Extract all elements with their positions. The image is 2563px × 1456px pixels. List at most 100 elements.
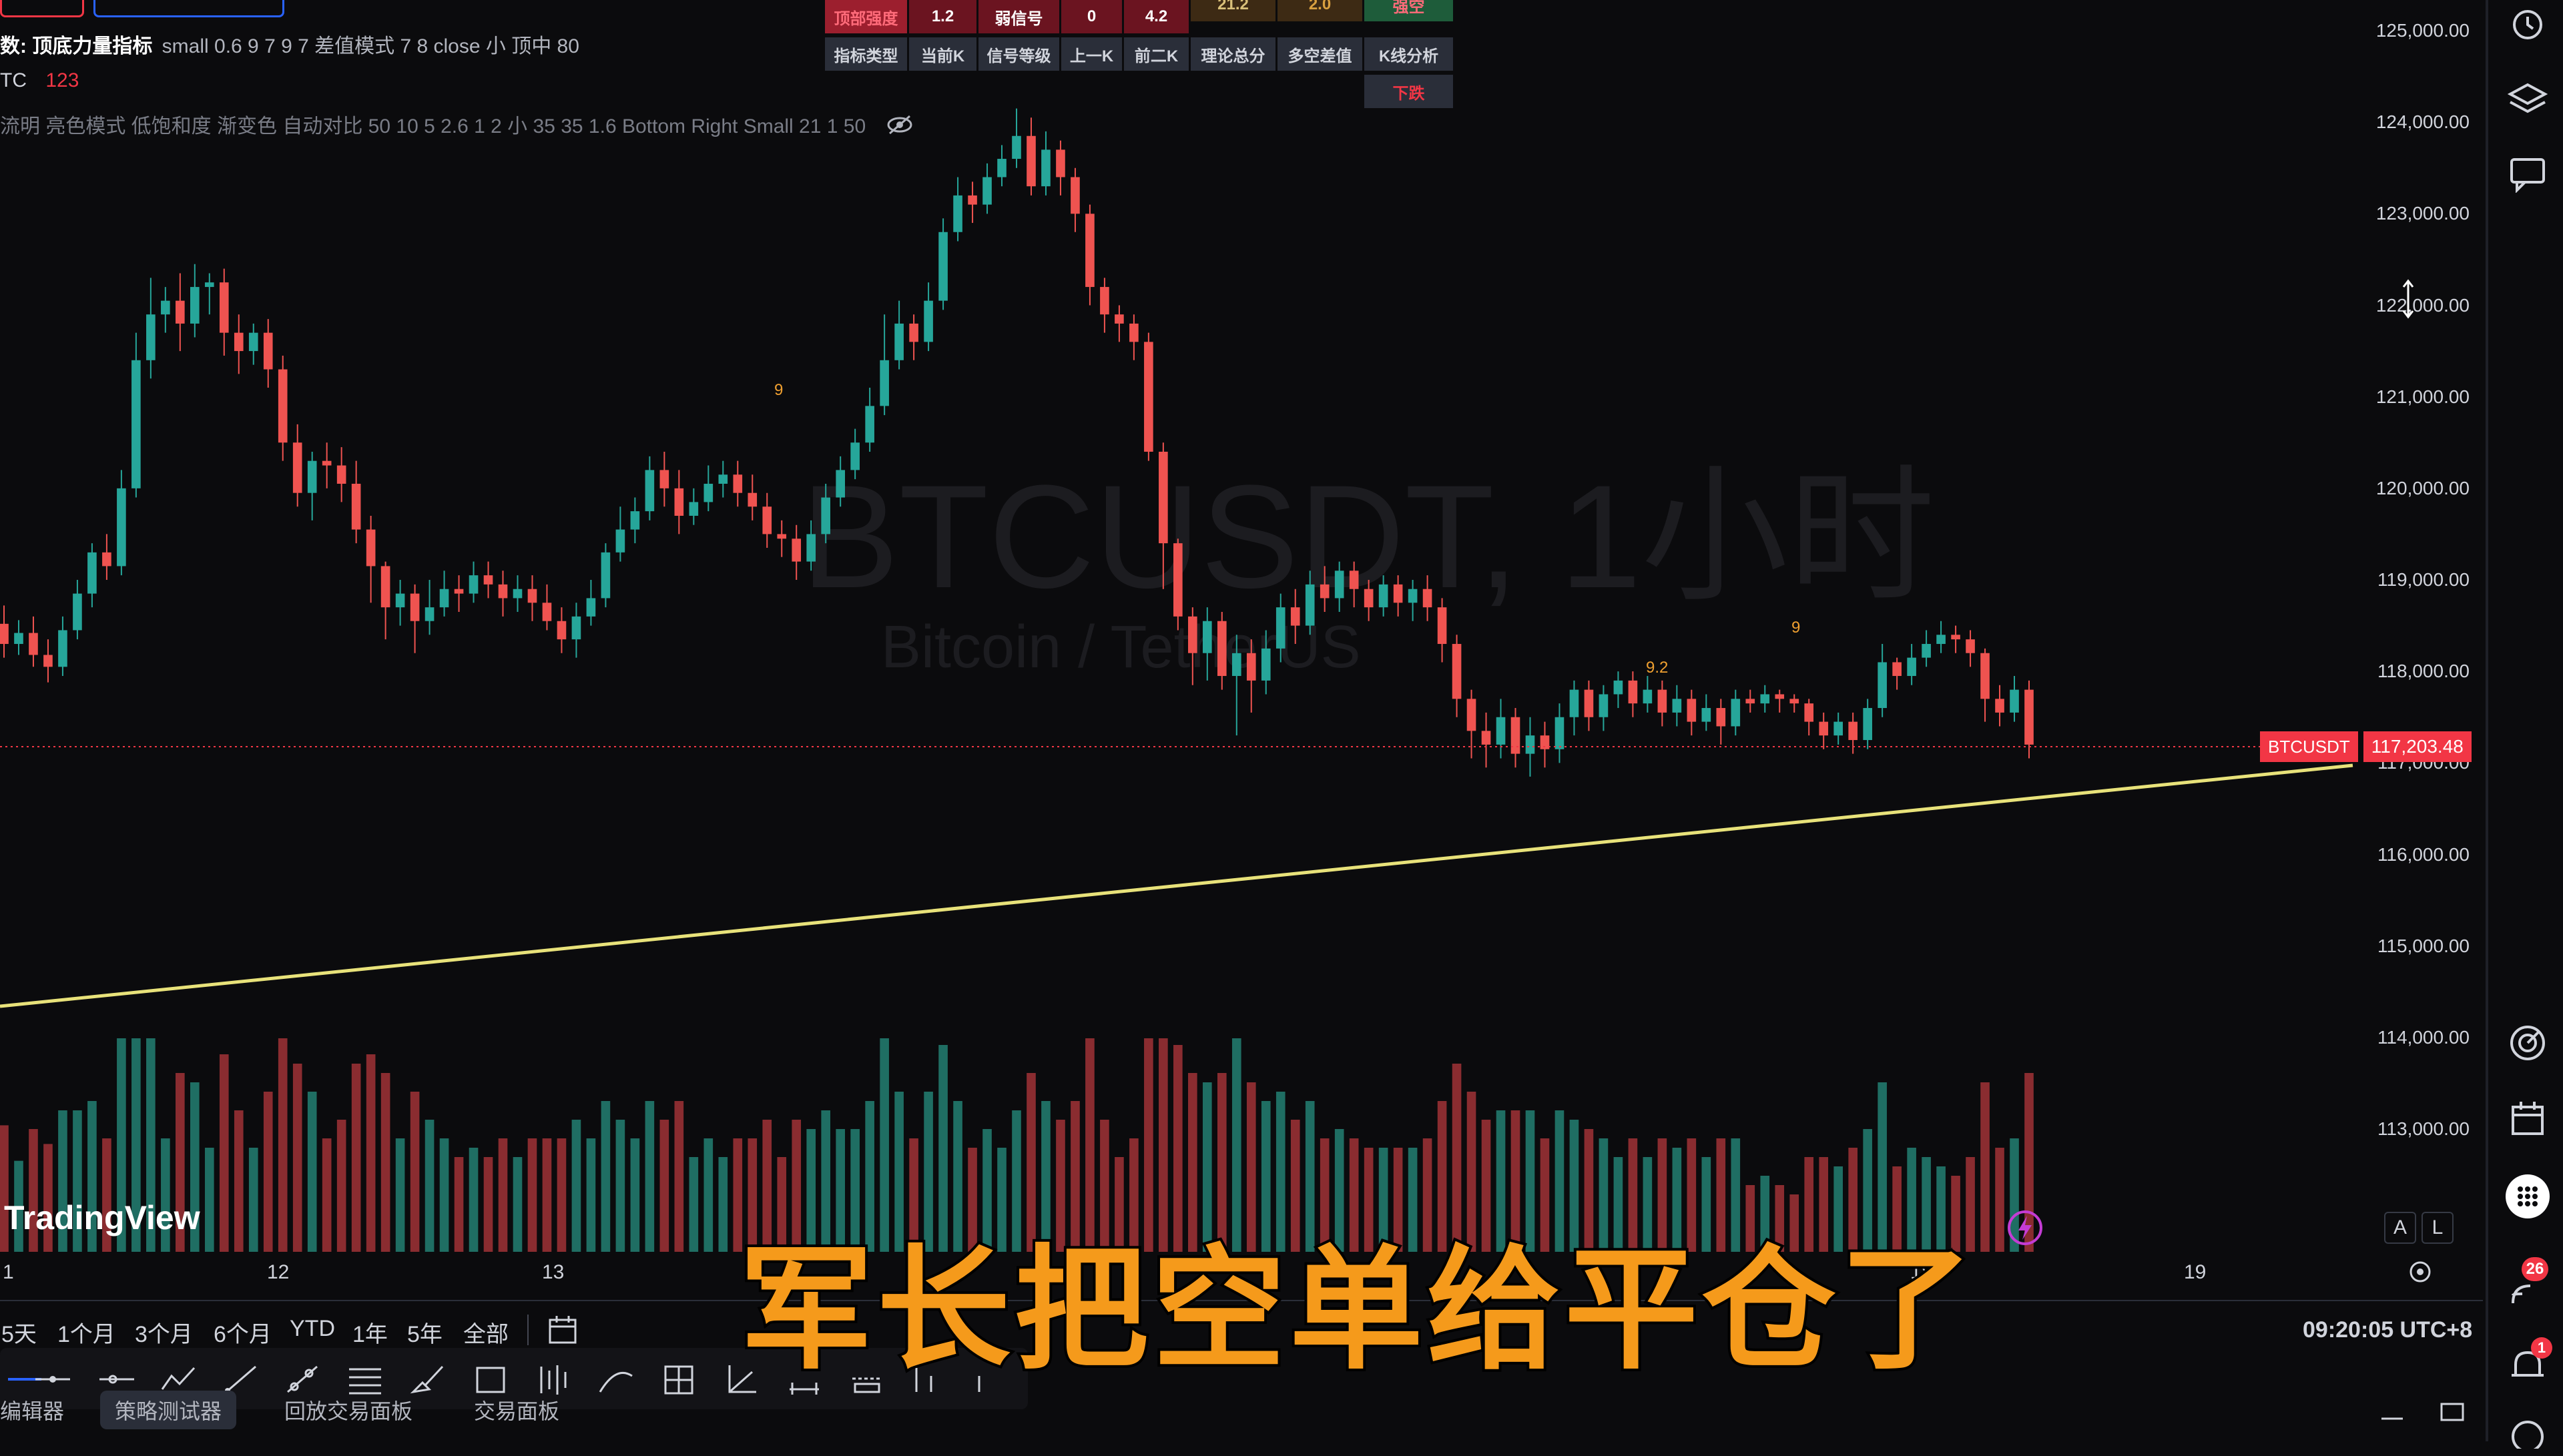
tab-replay-panel[interactable]: 回放交易面板 (284, 1399, 413, 1423)
candle-body (43, 655, 53, 667)
sell-button[interactable] (0, 0, 84, 17)
horizontal-ray-tool-icon[interactable] (93, 1356, 140, 1403)
candle-body (762, 506, 772, 534)
more-tools-icon[interactable] (956, 1356, 1003, 1403)
time-axis-settings-icon[interactable] (2407, 1258, 2434, 1285)
volume-bar (1819, 1157, 1829, 1252)
path-tool-icon[interactable] (155, 1356, 202, 1403)
candle-body (1833, 721, 1843, 736)
current-price-label: 117,203.48 (2363, 731, 2472, 762)
layers-icon[interactable] (2504, 75, 2551, 121)
volume-bar (190, 1082, 200, 1252)
candle-body (542, 603, 552, 621)
parallel-lines-tool-icon[interactable] (342, 1356, 388, 1403)
clock[interactable]: 09:20:05 UTC+8 (2303, 1317, 2473, 1343)
grid-tool-icon[interactable] (655, 1356, 702, 1403)
volume-bar (806, 1129, 816, 1252)
volume-bar (263, 1092, 273, 1252)
ray-tool-icon[interactable] (279, 1356, 326, 1403)
range-all[interactable]: 全部 (463, 1322, 509, 1347)
bell-icon[interactable] (2504, 1343, 2551, 1389)
volume-bar (1452, 1064, 1462, 1252)
candle-body (131, 360, 141, 488)
volume-bar (161, 1138, 170, 1252)
log-scale-button[interactable]: L (2422, 1212, 2454, 1244)
volume-bar (997, 1148, 1007, 1252)
buy-button[interactable] (93, 0, 284, 17)
alarm-clock-icon[interactable] (2504, 0, 2551, 47)
volume-bar (674, 1101, 684, 1252)
feed-icon[interactable] (2504, 1266, 2551, 1313)
signal-header-level: 信号等级 (978, 37, 1061, 71)
candle-body (601, 552, 611, 599)
volume-bar (1892, 1166, 1902, 1252)
horizontal-line-tool-icon[interactable] (29, 1356, 76, 1403)
candle-body (351, 483, 361, 530)
price-axis-label: 118,000.00 (2377, 661, 2470, 682)
volume-bar (1408, 1148, 1418, 1252)
volume-bar (527, 1138, 537, 1252)
projection-tool-icon[interactable] (844, 1356, 890, 1403)
curve-tool-icon[interactable] (593, 1356, 639, 1403)
candle-body (997, 159, 1007, 177)
candle-body (1731, 699, 1741, 727)
candle-body (1188, 616, 1197, 653)
volume-bar (1584, 1129, 1594, 1252)
candle-body (1745, 699, 1755, 704)
volume-bar (1789, 1194, 1799, 1252)
candle-body (1701, 708, 1711, 722)
range-6m[interactable]: 6个月 (214, 1322, 272, 1347)
volume-bar (336, 1120, 346, 1252)
candle-body (1071, 177, 1080, 214)
tradingview-logo[interactable]: TradingView (4, 1199, 200, 1236)
signal-trend-down: 下跌 (1364, 75, 1455, 108)
tab-trading-panel[interactable]: 交易面板 (474, 1399, 560, 1423)
candle-body (1569, 689, 1579, 717)
candle-body (1261, 648, 1271, 681)
pin-tool-icon[interactable] (902, 1356, 949, 1403)
tab-strategy-tester[interactable]: 策略测试器 (100, 1391, 237, 1429)
help-icon[interactable] (2504, 1409, 2551, 1456)
candle-body (894, 323, 904, 360)
trendline[interactable] (0, 763, 2353, 1008)
angle-tool-icon[interactable] (718, 1356, 765, 1403)
candle-body (689, 502, 699, 516)
indicator-label[interactable]: 数: 顶底力量指标 (0, 35, 153, 57)
minimize-panel-icon[interactable] (2379, 1404, 2405, 1424)
volume-bar (1775, 1185, 1785, 1252)
chat-icon[interactable] (2504, 151, 2551, 198)
volume-bar (1760, 1176, 1770, 1252)
range-5d[interactable]: 5天 (1, 1322, 37, 1347)
maximize-panel-icon[interactable] (2438, 1397, 2467, 1427)
volume-bar (1085, 1038, 1095, 1252)
lightning-icon[interactable] (2006, 1209, 2044, 1246)
auto-scale-button[interactable]: A (2384, 1212, 2416, 1244)
range-1m[interactable]: 1个月 (57, 1322, 115, 1347)
volume-bar (836, 1129, 845, 1252)
brush-tool-icon[interactable] (404, 1356, 451, 1403)
tab-editor[interactable]: 编辑器 (0, 1399, 65, 1423)
date-range-calendar-icon[interactable] (546, 1315, 579, 1345)
candle-body (924, 300, 933, 342)
signal-cell-diff: 2.0 (1277, 0, 1364, 21)
rectangle-tool-icon[interactable] (467, 1356, 514, 1403)
volume-bar (1422, 1138, 1432, 1252)
range-ytd[interactable]: YTD (290, 1316, 335, 1341)
buy-sell-buttons (0, 0, 287, 17)
candle-body (1966, 639, 1975, 653)
candle-body (1481, 731, 1491, 745)
apps-grid-icon[interactable] (2504, 1173, 2551, 1220)
measure-tool-icon[interactable] (781, 1356, 828, 1403)
candle-body (1129, 323, 1139, 342)
candle-body (909, 323, 918, 342)
bars-pattern-tool-icon[interactable] (530, 1356, 577, 1403)
volume-bar (938, 1045, 948, 1252)
target-icon[interactable] (2504, 1020, 2551, 1066)
range-3m[interactable]: 3个月 (135, 1322, 193, 1347)
eye-hidden-icon[interactable] (886, 115, 913, 140)
volume-bar (234, 1110, 244, 1252)
calendar-icon[interactable] (2504, 1096, 2551, 1142)
range-5y[interactable]: 5年 (407, 1322, 443, 1347)
range-1y[interactable]: 1年 (352, 1322, 388, 1347)
